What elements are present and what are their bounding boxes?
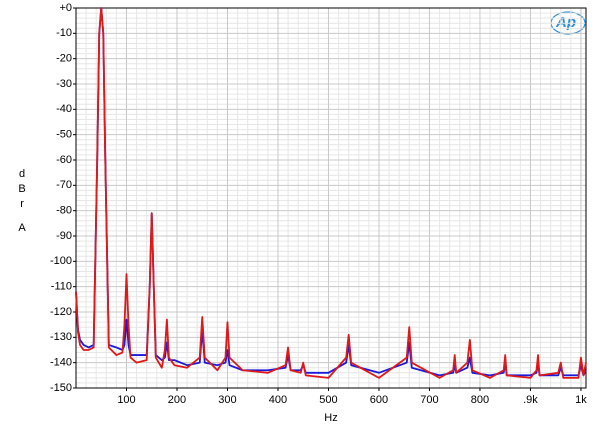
y-tick-label: -150 xyxy=(50,382,72,394)
y-tick-label: -80 xyxy=(56,205,72,217)
y-axis-unit: A xyxy=(18,222,26,234)
y-tick-label: -90 xyxy=(56,230,72,242)
y-tick-label: +0 xyxy=(59,2,72,14)
x-tick-label: 700 xyxy=(420,394,438,406)
y-axis-label: dBr xyxy=(16,168,28,213)
y-tick-label: -40 xyxy=(56,103,72,115)
spectrum-line xyxy=(75,7,587,379)
y-tick-label: -120 xyxy=(50,306,72,318)
y-tick-label: -130 xyxy=(50,331,72,343)
y-tick-label: -70 xyxy=(56,179,72,191)
x-tick-label: 400 xyxy=(269,394,287,406)
x-tick-label: 200 xyxy=(168,394,186,406)
plot-frame xyxy=(75,7,587,389)
y-tick-label: -100 xyxy=(50,255,72,267)
x-tick-label: 1k xyxy=(575,394,587,406)
y-tick-label: -20 xyxy=(56,53,72,65)
x-tick-label: 800 xyxy=(471,394,489,406)
y-tick-label: -10 xyxy=(56,27,72,39)
x-tick-label: 600 xyxy=(370,394,388,406)
y-tick-label: -140 xyxy=(50,357,72,369)
x-tick-label: 500 xyxy=(319,394,337,406)
y-tick-label: -50 xyxy=(56,129,72,141)
x-tick-label: .9k xyxy=(523,394,538,406)
y-tick-label: -110 xyxy=(51,281,72,293)
x-tick-label: 300 xyxy=(218,394,236,406)
y-tick-label: -60 xyxy=(56,154,72,166)
y-tick-label: -30 xyxy=(56,78,72,90)
x-tick-label: 100 xyxy=(117,394,135,406)
x-axis-label: Hz xyxy=(324,412,337,424)
